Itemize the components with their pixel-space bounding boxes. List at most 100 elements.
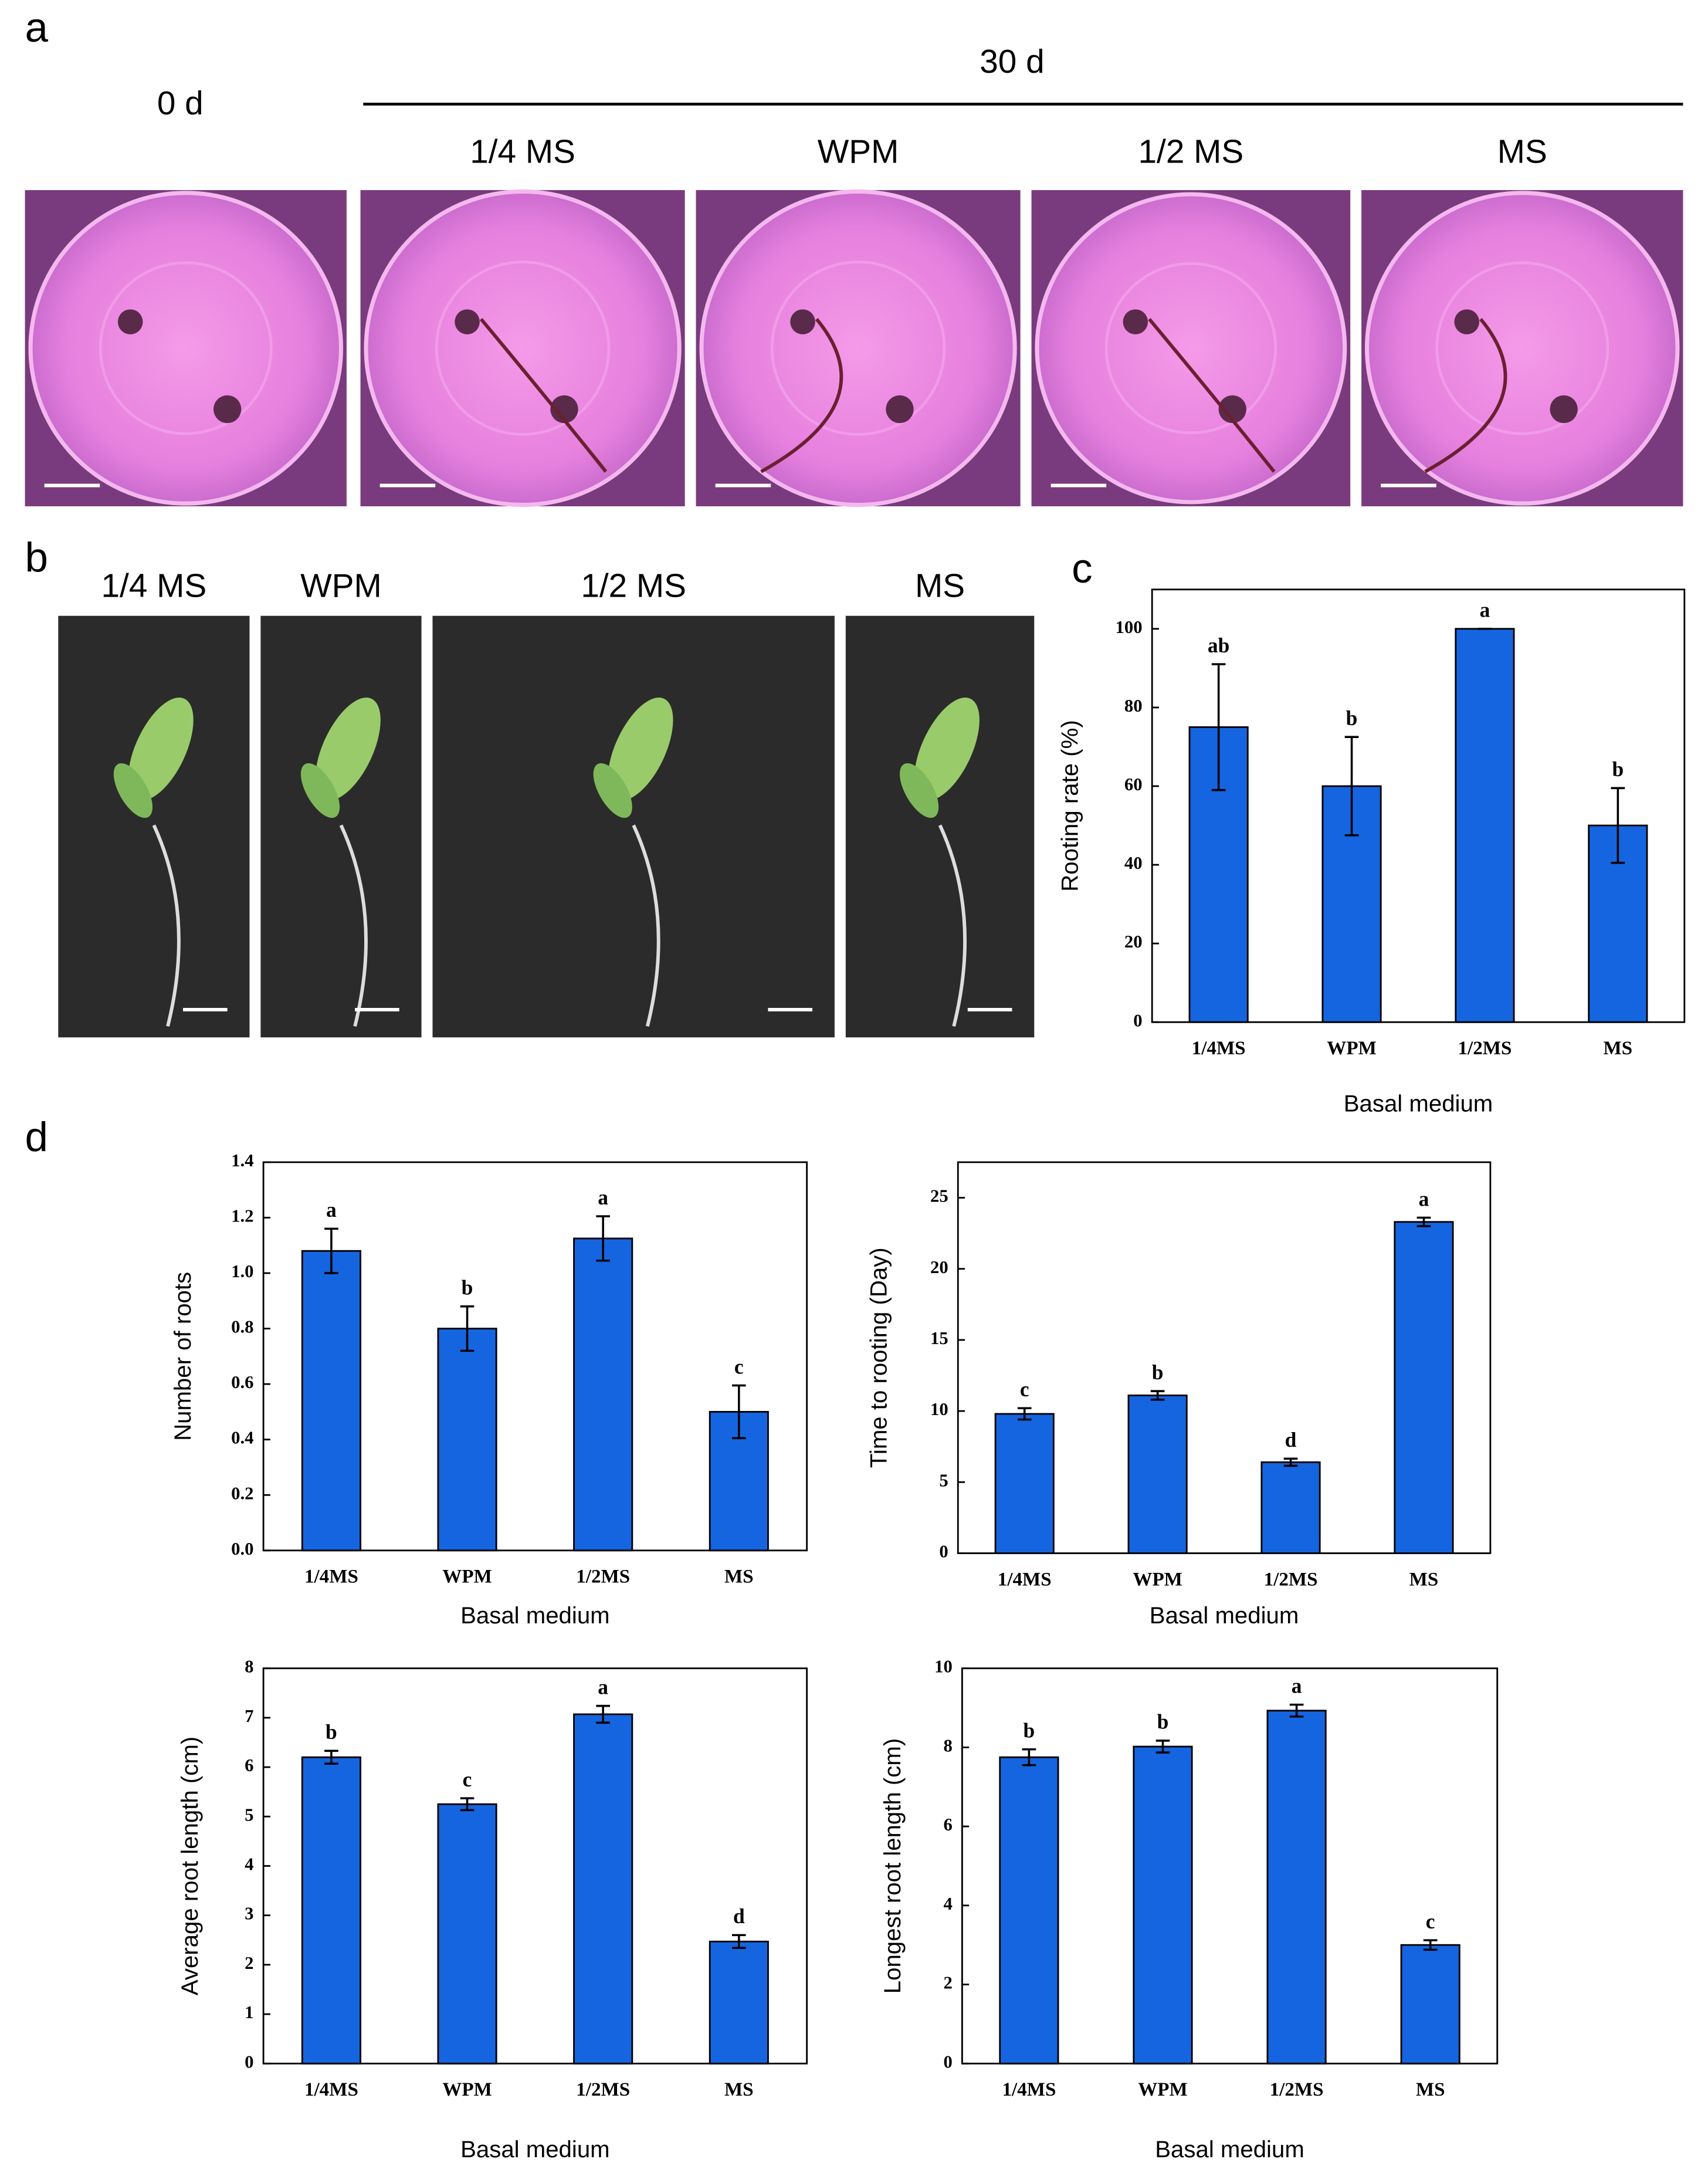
y-tick-label: 15	[930, 1328, 948, 1348]
x-tick-label: 1/2MS	[576, 2079, 630, 2100]
significance-letter: b	[1346, 706, 1358, 730]
y-tick-label: 5	[245, 1805, 253, 1825]
significance-letter: c	[463, 1768, 472, 1791]
y-tick-label: 0	[939, 1542, 948, 1562]
petri-dish	[28, 191, 343, 506]
error-bar	[1283, 1457, 1298, 1467]
y-tick-label: 6	[943, 1815, 952, 1835]
explant	[886, 395, 914, 424]
error-bar	[1155, 1740, 1170, 1754]
significance-letter: c	[734, 1355, 744, 1378]
y-tick-label: 6	[245, 1755, 253, 1775]
error-bar	[324, 1227, 338, 1274]
root	[1148, 317, 1276, 473]
root	[760, 317, 843, 473]
y-tick-label: 0	[1133, 1010, 1142, 1030]
significance-letter: ab	[1208, 634, 1229, 657]
day-label: 0 d	[157, 85, 204, 122]
significance-letter: a	[598, 1675, 608, 1698]
dish-center	[99, 261, 273, 435]
y-tick-label: 80	[1124, 696, 1143, 716]
error-bar	[1416, 1216, 1431, 1227]
significance-letter: b	[1157, 1710, 1169, 1734]
y-tick-label: 10	[934, 1657, 953, 1677]
root	[479, 317, 608, 473]
bar	[999, 1756, 1059, 2065]
error-bar	[732, 1384, 746, 1440]
bar	[709, 1940, 769, 2065]
x-tick-label: MS	[1604, 1038, 1633, 1059]
x-tick-label: MS	[1416, 2079, 1445, 2100]
error-bar	[1022, 1748, 1036, 1766]
error-bar	[596, 1215, 610, 1262]
medium-label: 1/2 MS	[1138, 134, 1244, 171]
x-tick-label: 1/4MS	[1192, 1038, 1246, 1059]
x-axis-label: Basal medium	[1155, 2136, 1304, 2163]
y-axis-label: Longest root length (cm)	[879, 1738, 906, 1994]
bar	[301, 1756, 361, 2065]
error-bar	[1423, 1939, 1438, 1951]
error-bar	[596, 1704, 610, 1724]
dish-center	[1104, 262, 1277, 435]
dish-center	[435, 260, 611, 436]
explant	[455, 309, 480, 334]
explant	[1550, 395, 1578, 424]
bar	[1400, 1944, 1460, 2065]
root	[632, 824, 660, 1027]
error-bar	[1344, 736, 1359, 837]
leaf	[300, 763, 340, 818]
explant	[117, 309, 143, 334]
y-tick-label: 1.2	[231, 1206, 253, 1226]
leaf	[113, 763, 152, 818]
bar	[1266, 1710, 1327, 2065]
error-bar	[1611, 787, 1625, 864]
significance-letter: b	[1152, 1361, 1164, 1384]
y-tick-label: 2	[245, 1953, 253, 1973]
medium-label: 1/4 MS	[101, 567, 207, 604]
significance-letter: b	[462, 1276, 473, 1299]
panel-label: d	[25, 1114, 48, 1160]
bar	[994, 1413, 1055, 1554]
bar	[437, 1328, 497, 1552]
y-tick-label: 0	[245, 2052, 253, 2072]
x-axis-label: Basal medium	[460, 2136, 610, 2163]
plot-frame	[262, 1161, 808, 1552]
y-tick-label: 1	[245, 2002, 253, 2022]
y-tick-label: 0	[943, 2052, 952, 2072]
medium-label: MS	[1497, 134, 1547, 171]
significance-letter: a	[598, 1186, 608, 1209]
bar	[1394, 1221, 1454, 1554]
x-tick-label: WPM	[442, 1566, 492, 1588]
x-tick-label: MS	[1409, 1569, 1439, 1590]
error-bar	[460, 1305, 475, 1352]
bar	[1127, 1395, 1188, 1554]
root	[152, 824, 181, 1027]
y-axis-label: Number of roots	[170, 1272, 196, 1441]
y-tick-label: 5	[939, 1470, 948, 1490]
bar	[1260, 1461, 1321, 1554]
y-axis-label: Rooting rate (%)	[1057, 720, 1083, 891]
error-bar	[732, 1934, 746, 1950]
x-tick-label: 1/4MS	[304, 2079, 358, 2100]
medium-label: WPM	[818, 134, 899, 171]
significance-letter: c	[1426, 1910, 1435, 1933]
x-tick-label: WPM	[1138, 2079, 1188, 2100]
bar	[573, 1237, 633, 1552]
x-axis-label: Basal medium	[1150, 1602, 1299, 1629]
y-tick-label: 100	[1116, 617, 1143, 637]
y-tick-label: 20	[930, 1257, 948, 1277]
y-tick-label: 25	[930, 1186, 948, 1206]
leaf	[593, 763, 632, 818]
petri-dish	[364, 189, 682, 507]
significance-letter: d	[733, 1904, 745, 1928]
panel-label: c	[1072, 546, 1092, 592]
leaf	[315, 698, 381, 801]
y-axis-label: Time to rooting (Day)	[866, 1247, 892, 1468]
medium-label: MS	[915, 567, 965, 604]
explant	[550, 395, 578, 424]
significance-letter: d	[1285, 1428, 1297, 1451]
significance-letter: a	[1292, 1674, 1302, 1697]
root	[938, 824, 967, 1027]
petri-dish	[699, 189, 1017, 507]
medium-label: 1/2 MS	[581, 567, 686, 604]
